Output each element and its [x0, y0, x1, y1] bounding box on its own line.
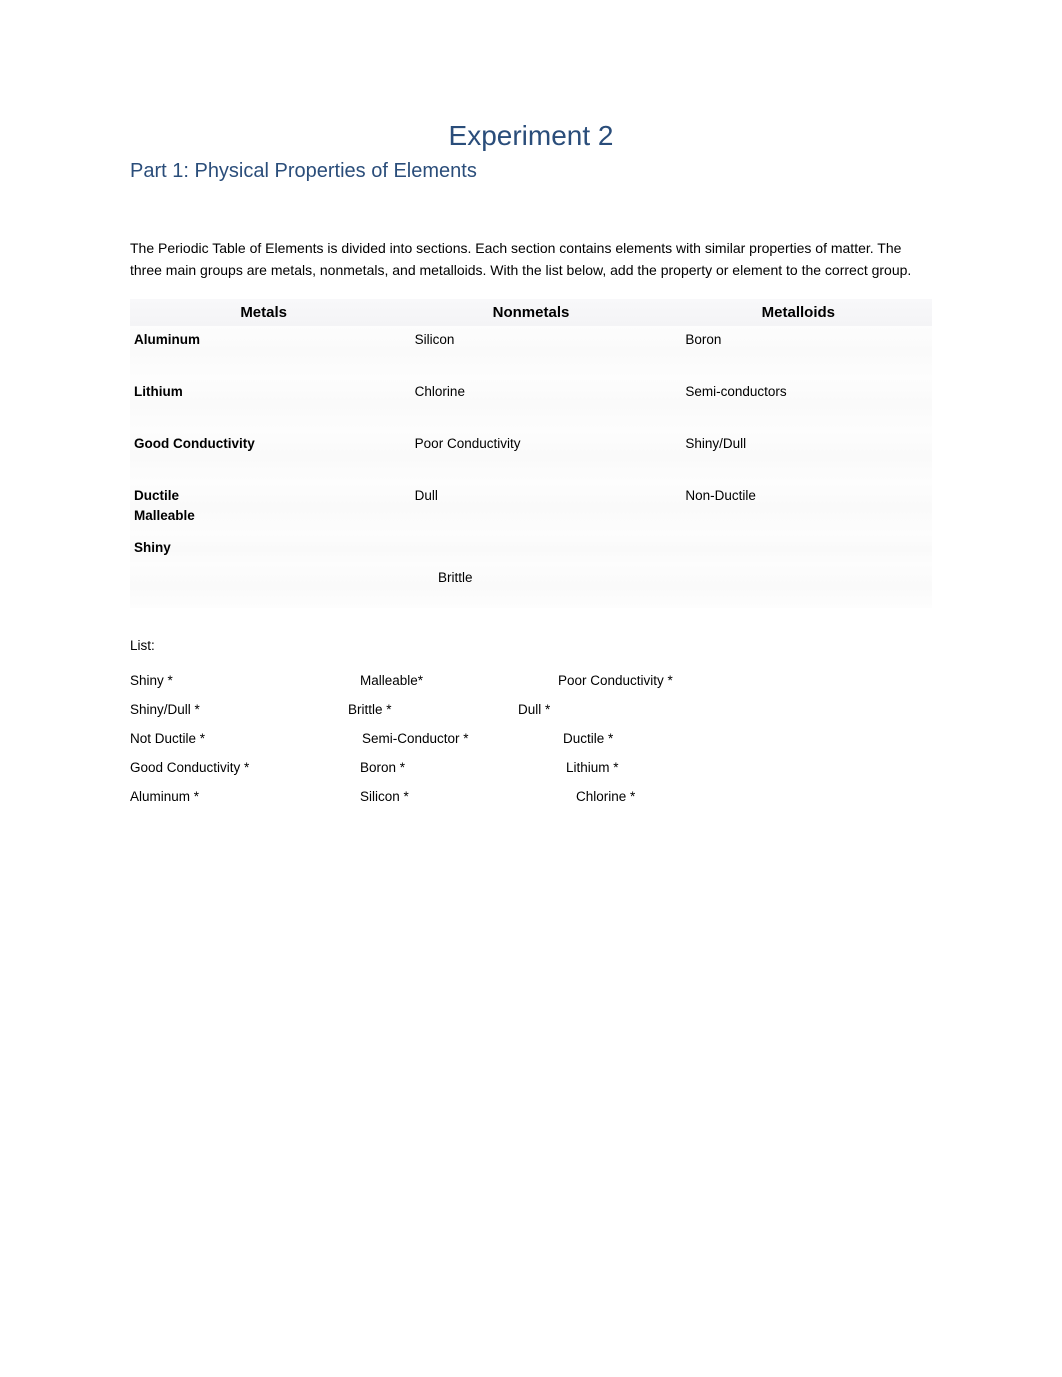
list-item: Not Ductile * [130, 731, 330, 746]
document-title: Experiment 2 [130, 120, 932, 152]
list-item: Ductile * [518, 731, 932, 746]
list-row: Not Ductile * Semi-Conductor * Ductile * [130, 731, 932, 746]
list-row: Good Conductivity * Boron * Lithium * [130, 760, 932, 775]
table-row: Lithium Chlorine Semi-conductors [130, 378, 932, 430]
cell-metalloids [660, 538, 932, 560]
cell-nonmetals: Poor Conductivity [381, 434, 662, 478]
header-metals: Metals [130, 302, 397, 323]
cell-nonmetals: Silicon [381, 330, 662, 374]
list-row: Shiny * Malleable* Poor Conductivity * [130, 673, 932, 688]
list-item: Dull * [518, 702, 932, 717]
cell-nonmetals [388, 538, 660, 560]
cell-metalloids: Boron [661, 330, 932, 374]
cell-nonmetals: Dull [381, 486, 662, 530]
list-item: Shiny/Dull * [130, 702, 330, 717]
cell-metalloids: Non-Ductile [661, 486, 932, 530]
cell-nonmetals: Chlorine [381, 382, 662, 426]
cell-metals [130, 568, 386, 604]
table-row: Good Conductivity Poor Conductivity Shin… [130, 430, 932, 482]
table-row: Ductile Malleable Dull Non-Ductile [130, 482, 932, 534]
cell-nonmetals: Brittle [386, 568, 676, 604]
list-label: List: [130, 638, 932, 653]
list-item: Malleable* [330, 673, 518, 688]
intro-paragraph: The Periodic Table of Elements is divide… [130, 238, 932, 281]
list-item: Aluminum * [130, 789, 330, 804]
list-item: Semi-Conductor * [330, 731, 518, 746]
header-nonmetals: Nonmetals [397, 302, 664, 323]
list-item: Lithium * [518, 760, 932, 775]
properties-table: Metals Nonmetals Metalloids Aluminum Sil… [130, 299, 932, 608]
list-item: Chlorine * [518, 789, 932, 804]
table-row: Brittle [130, 564, 932, 608]
cell-metals: Good Conductivity [130, 434, 381, 478]
list-row: Shiny/Dull * Brittle * Dull * [130, 702, 932, 717]
list-row: Aluminum * Silicon * Chlorine * [130, 789, 932, 804]
list-item: Poor Conductivity * [518, 673, 932, 688]
table-row: Aluminum Silicon Boron [130, 326, 932, 378]
cell-metals: Lithium [130, 382, 381, 426]
cell-metals: Ductile Malleable [130, 486, 381, 530]
cell-metals: Shiny [130, 538, 388, 560]
list-item: Silicon * [330, 789, 518, 804]
cell-metalloids [676, 568, 932, 604]
header-metalloids: Metalloids [665, 302, 932, 323]
document-subtitle: Part 1: Physical Properties of Elements [130, 160, 932, 183]
list-item: Boron * [330, 760, 518, 775]
cell-text: Ductile [134, 488, 179, 503]
list-item: Shiny * [130, 673, 330, 688]
list-item: Good Conductivity * [130, 760, 330, 775]
list-section: List: Shiny * Malleable* Poor Conductivi… [130, 638, 932, 804]
cell-metalloids: Shiny/Dull [661, 434, 932, 478]
cell-metalloids: Semi-conductors [661, 382, 932, 426]
list-item: Brittle * [330, 702, 518, 717]
cell-text: Malleable [134, 508, 195, 523]
cell-metals: Aluminum [130, 330, 381, 374]
table-header-row: Metals Nonmetals Metalloids [130, 299, 932, 326]
table-row: Shiny [130, 534, 932, 564]
